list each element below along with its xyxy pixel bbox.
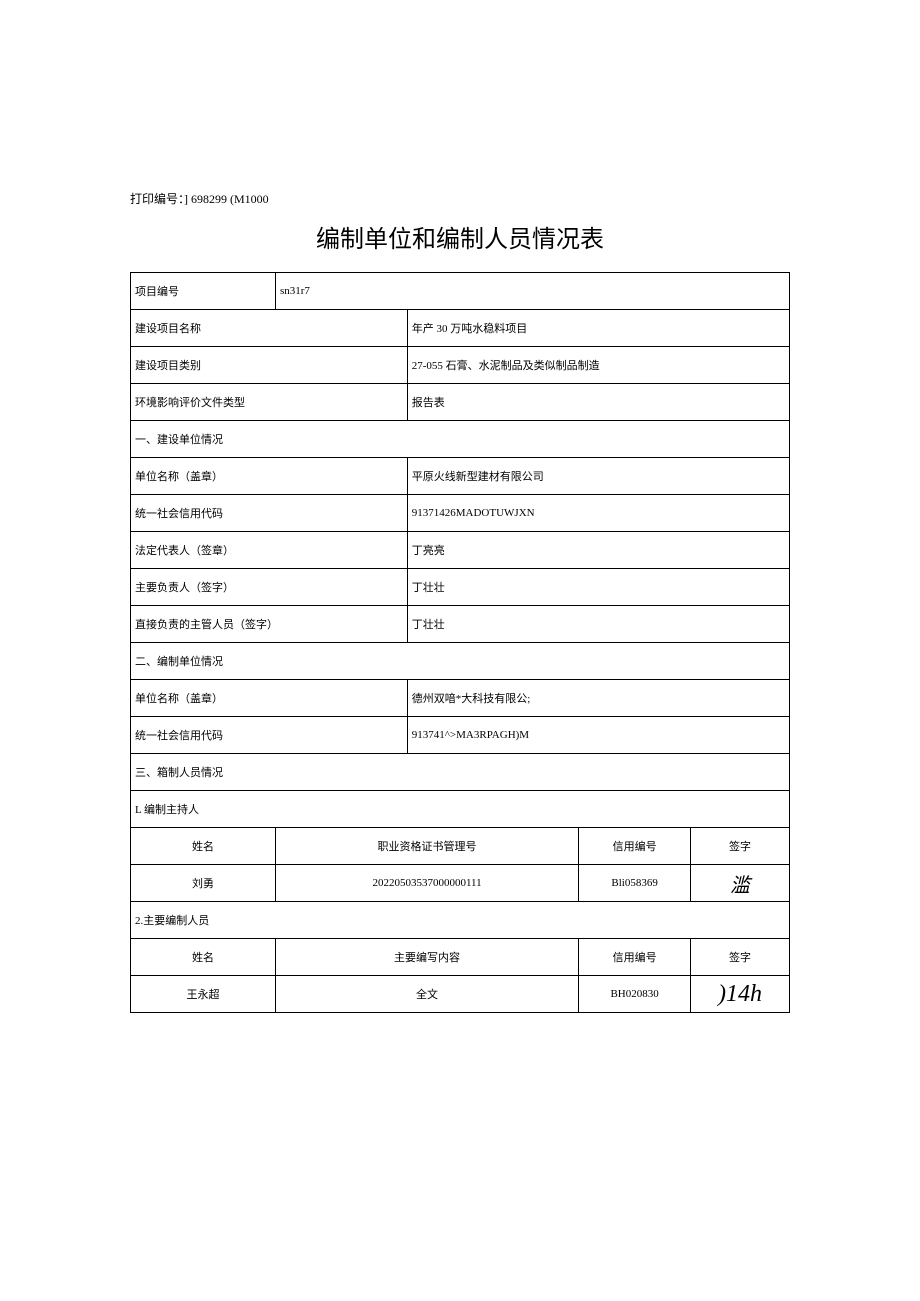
value-cell: 27-055 石膏、水泥制品及类似制品制造: [407, 347, 789, 384]
label-cell: 单位名称（盖章）: [131, 680, 408, 717]
table-row: 项目编号 sn31r7: [131, 273, 790, 310]
subsection-header-row: L 编制主持人: [131, 791, 790, 828]
label-cell: 主要负责人（签字）: [131, 569, 408, 606]
column-header: 姓名: [131, 828, 276, 865]
cert-cell: 20220503537000000111: [275, 865, 578, 902]
name-cell: 王永超: [131, 976, 276, 1013]
section-header: 二、编制单位情况: [131, 643, 790, 680]
table-row: 主要负责人（签字） 丁壮壮: [131, 569, 790, 606]
section-header: 一、建设单位情况: [131, 421, 790, 458]
table-row: 刘勇 20220503537000000111 Bli058369 滥: [131, 865, 790, 902]
print-number: 打印编号：] 698299 (M1000: [130, 190, 790, 207]
section-header-row: 三、箱制人员情况: [131, 754, 790, 791]
label-cell: 统一社会信用代码: [131, 717, 408, 754]
table-row: 环境影响评价文件类型 报告表: [131, 384, 790, 421]
table-header-row: 姓名 职业资格证书管理号 信用编号 签字: [131, 828, 790, 865]
table-row: 直接负责的主管人员（签字） 丁壮壮: [131, 606, 790, 643]
label-cell: 建设项目名称: [131, 310, 408, 347]
value-cell: 丁壮壮: [407, 569, 789, 606]
value-cell: sn31r7: [275, 273, 789, 310]
table-row: 建设项目类别 27-055 石膏、水泥制品及类似制品制造: [131, 347, 790, 384]
label-cell: 直接负责的主管人员（签字）: [131, 606, 408, 643]
table-row: 统一社会信用代码 91371426MADOTUWJXN: [131, 495, 790, 532]
column-header: 签字: [691, 939, 790, 976]
label-cell: 法定代表人（签章）: [131, 532, 408, 569]
name-cell: 刘勇: [131, 865, 276, 902]
section-header-row: 二、编制单位情况: [131, 643, 790, 680]
table-row: 王永超 全文 BH020830 )14h: [131, 976, 790, 1013]
column-header: 职业资格证书管理号: [275, 828, 578, 865]
subsection-header-row: 2.主要编制人员: [131, 902, 790, 939]
page-title: 编制单位和编制人员情况表: [130, 219, 790, 254]
table-row: 单位名称（盖章） 德州双喑*大科技有限公;: [131, 680, 790, 717]
signature-cell: 滥: [691, 865, 790, 902]
column-header: 信用编号: [579, 939, 691, 976]
label-cell: 项目编号: [131, 273, 276, 310]
table-row: 建设项目名称 年产 30 万吨水稳料项目: [131, 310, 790, 347]
section-header: 三、箱制人员情况: [131, 754, 790, 791]
content-cell: 全文: [275, 976, 578, 1013]
value-cell: 德州双喑*大科技有限公;: [407, 680, 789, 717]
value-cell: 年产 30 万吨水稳料项目: [407, 310, 789, 347]
table-row: 法定代表人（签章） 丁亮亮: [131, 532, 790, 569]
column-header: 签字: [691, 828, 790, 865]
section-header-row: 一、建设单位情况: [131, 421, 790, 458]
label-cell: 统一社会信用代码: [131, 495, 408, 532]
table-row: 单位名称（盖章） 平原火线新型建材有限公司: [131, 458, 790, 495]
situation-table: 项目编号 sn31r7 建设项目名称 年产 30 万吨水稳料项目 建设项目类别 …: [130, 272, 790, 1013]
value-cell: 丁壮壮: [407, 606, 789, 643]
label-cell: 单位名称（盖章）: [131, 458, 408, 495]
signature-cell: )14h: [691, 976, 790, 1013]
table-header-row: 姓名 主要编写内容 信用编号 签字: [131, 939, 790, 976]
column-header: 信用编号: [579, 828, 691, 865]
column-header: 主要编写内容: [275, 939, 578, 976]
label-cell: 环境影响评价文件类型: [131, 384, 408, 421]
label-cell: 建设项目类别: [131, 347, 408, 384]
table-row: 统一社会信用代码 913741^>MA3RPAGH)M: [131, 717, 790, 754]
value-cell: 报告表: [407, 384, 789, 421]
subsection-header: L 编制主持人: [131, 791, 790, 828]
value-cell: 平原火线新型建材有限公司: [407, 458, 789, 495]
credit-cell: BH020830: [579, 976, 691, 1013]
value-cell: 91371426MADOTUWJXN: [407, 495, 789, 532]
subsection-header: 2.主要编制人员: [131, 902, 790, 939]
column-header: 姓名: [131, 939, 276, 976]
value-cell: 丁亮亮: [407, 532, 789, 569]
credit-cell: Bli058369: [579, 865, 691, 902]
value-cell: 913741^>MA3RPAGH)M: [407, 717, 789, 754]
